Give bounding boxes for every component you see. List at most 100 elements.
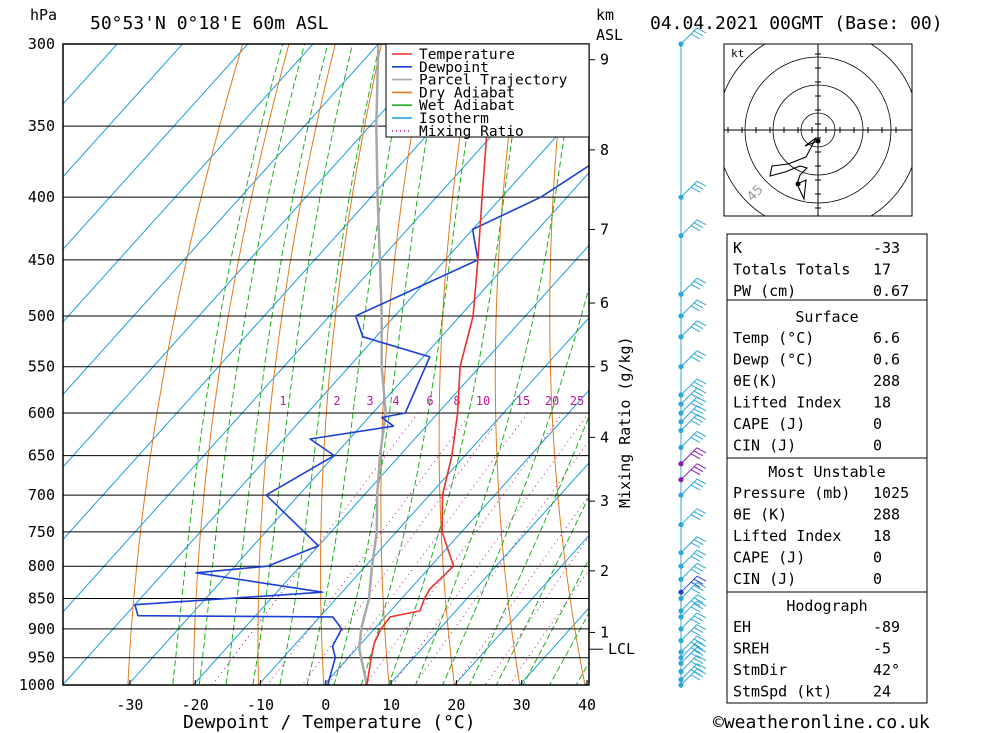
wind-barb-dot bbox=[678, 444, 684, 450]
stats-value: 0 bbox=[873, 437, 882, 455]
wind-barb-flag bbox=[690, 647, 701, 654]
km-tick-label: 4 bbox=[600, 428, 609, 446]
pressure-tick-label: 550 bbox=[28, 358, 55, 376]
isotherm-line bbox=[63, 44, 445, 468]
stats-label: Pressure (mb) bbox=[733, 484, 850, 502]
km-unit-label: km bbox=[596, 6, 614, 24]
stats-value: 24 bbox=[873, 683, 891, 701]
plot-frame bbox=[62, 43, 590, 686]
wind-barb-dot bbox=[678, 410, 684, 416]
wind-barb-flag bbox=[693, 585, 704, 591]
wind-barb-flag bbox=[693, 30, 704, 37]
stats-label: CIN (J) bbox=[733, 570, 796, 588]
pressure-tick-label: 850 bbox=[28, 589, 55, 607]
dry-adiabat-line bbox=[937, 44, 1000, 711]
wind-barb-flag bbox=[696, 396, 707, 403]
wind-barb-dot bbox=[678, 233, 684, 239]
x-tick-label: -30 bbox=[116, 696, 143, 714]
wind-barb-dot bbox=[678, 419, 684, 425]
wind-barb-flag bbox=[693, 552, 704, 559]
wind-barb-flag bbox=[696, 478, 707, 485]
wind-barb-dot bbox=[678, 550, 684, 556]
stats-value: 17 bbox=[873, 261, 891, 279]
wind-barb-flag bbox=[696, 219, 707, 226]
wind-barb-flag bbox=[693, 644, 704, 651]
wind-barb-flag bbox=[696, 299, 707, 306]
wind-barb-dot bbox=[678, 626, 684, 632]
wind-barb-flag bbox=[696, 612, 707, 619]
wind-barb-dot bbox=[678, 649, 684, 655]
legend-label-mixing_ratio: Mixing Ratio bbox=[419, 124, 524, 140]
pressure-tick-label: 300 bbox=[28, 35, 55, 53]
hodograph-end-point bbox=[795, 181, 801, 187]
mixing-ratio-line bbox=[327, 412, 529, 685]
legend-box bbox=[385, 43, 590, 138]
wind-barb-flag bbox=[693, 433, 704, 440]
wind-barb-flag bbox=[696, 594, 707, 601]
wind-barb-flag bbox=[690, 453, 701, 460]
wind-barb-dot bbox=[678, 614, 684, 620]
stats-label: θE(K) bbox=[733, 372, 778, 390]
stats-value: 6.6 bbox=[873, 329, 900, 347]
wind-barb-flag bbox=[693, 603, 704, 610]
wind-barb-dot bbox=[678, 638, 684, 644]
pressure-tick-label: 400 bbox=[28, 188, 55, 206]
km-tick-label: 2 bbox=[600, 562, 609, 580]
wind-barb-flag bbox=[693, 627, 704, 634]
mixing-ratio-line bbox=[413, 440, 589, 685]
stats-label: CAPE (J) bbox=[733, 549, 805, 567]
wind-barb-flag bbox=[690, 630, 701, 637]
isotherm-line bbox=[323, 389, 589, 685]
wind-barb-flag bbox=[693, 671, 704, 678]
wind-barb-flag bbox=[690, 542, 701, 549]
stats-label: θE (K) bbox=[733, 506, 787, 524]
mixing-ratio-label: 6 bbox=[426, 394, 433, 408]
pressure-tick-label: 650 bbox=[28, 447, 55, 465]
wind-barb-flag bbox=[690, 283, 701, 290]
legend-label-parcel: Parcel Trajectory bbox=[419, 73, 568, 89]
stats-heading-hodograph: Hodograph bbox=[786, 597, 867, 615]
datetime-title: 04.04.2021 00GMT (Base: 00) bbox=[650, 13, 943, 34]
stats-value: 1025 bbox=[873, 484, 909, 502]
legend-label-wet_adiabat: Wet Adiabat bbox=[419, 98, 515, 114]
isotherm-line bbox=[453, 534, 589, 685]
stats-label: EH bbox=[733, 618, 751, 636]
wet-adiabat-line bbox=[442, 285, 589, 685]
wind-barb-dot bbox=[678, 608, 684, 614]
wind-barb-flag bbox=[696, 641, 707, 648]
pressure-tick-label: 900 bbox=[28, 620, 55, 638]
mixing-ratio-label: 25 bbox=[570, 394, 584, 408]
wind-barb-flag bbox=[690, 618, 701, 625]
wind-barb-flag bbox=[693, 539, 704, 546]
isotherm-line bbox=[388, 462, 589, 685]
wind-barb-flag bbox=[693, 302, 704, 309]
wind-barb-flag bbox=[693, 466, 704, 473]
dry-adiabat-line bbox=[380, 44, 429, 685]
wind-barb-flag bbox=[696, 646, 707, 653]
legend-label-temperature: Temperature bbox=[419, 47, 515, 63]
mixing-ratio-line bbox=[484, 535, 589, 685]
dry-adiabat-line bbox=[983, 44, 1000, 711]
isotherm-line bbox=[63, 44, 184, 178]
wind-barb-flag bbox=[690, 469, 701, 476]
stats-value: 42° bbox=[873, 661, 900, 679]
x-tick-label: -20 bbox=[182, 696, 209, 714]
hodograph-storm-point bbox=[815, 138, 821, 144]
isobars bbox=[63, 43, 589, 686]
asl-unit-label: ASL bbox=[596, 26, 623, 44]
wind-barb-flag bbox=[690, 674, 701, 681]
stats-label: StmDir bbox=[733, 661, 787, 679]
wind-barb-flag bbox=[693, 399, 704, 406]
pressure-unit-label: hPa bbox=[30, 6, 57, 24]
wet-adiabat-line bbox=[387, 44, 527, 685]
dry-adiabat-line bbox=[494, 44, 521, 685]
wind-barb-flag bbox=[696, 277, 707, 284]
pressure-tick-label: 800 bbox=[28, 557, 55, 575]
location-title: 50°53'N 0°18'E 60m ASL bbox=[90, 13, 329, 34]
dry-adiabat-line bbox=[438, 44, 475, 685]
wind-barb-flag bbox=[696, 635, 707, 642]
stats-label: StmSpd (kt) bbox=[733, 683, 832, 701]
mixing-ratio-label: 2 bbox=[333, 394, 340, 408]
x-axis-label: Dewpoint / Temperature (°C) bbox=[183, 712, 476, 733]
